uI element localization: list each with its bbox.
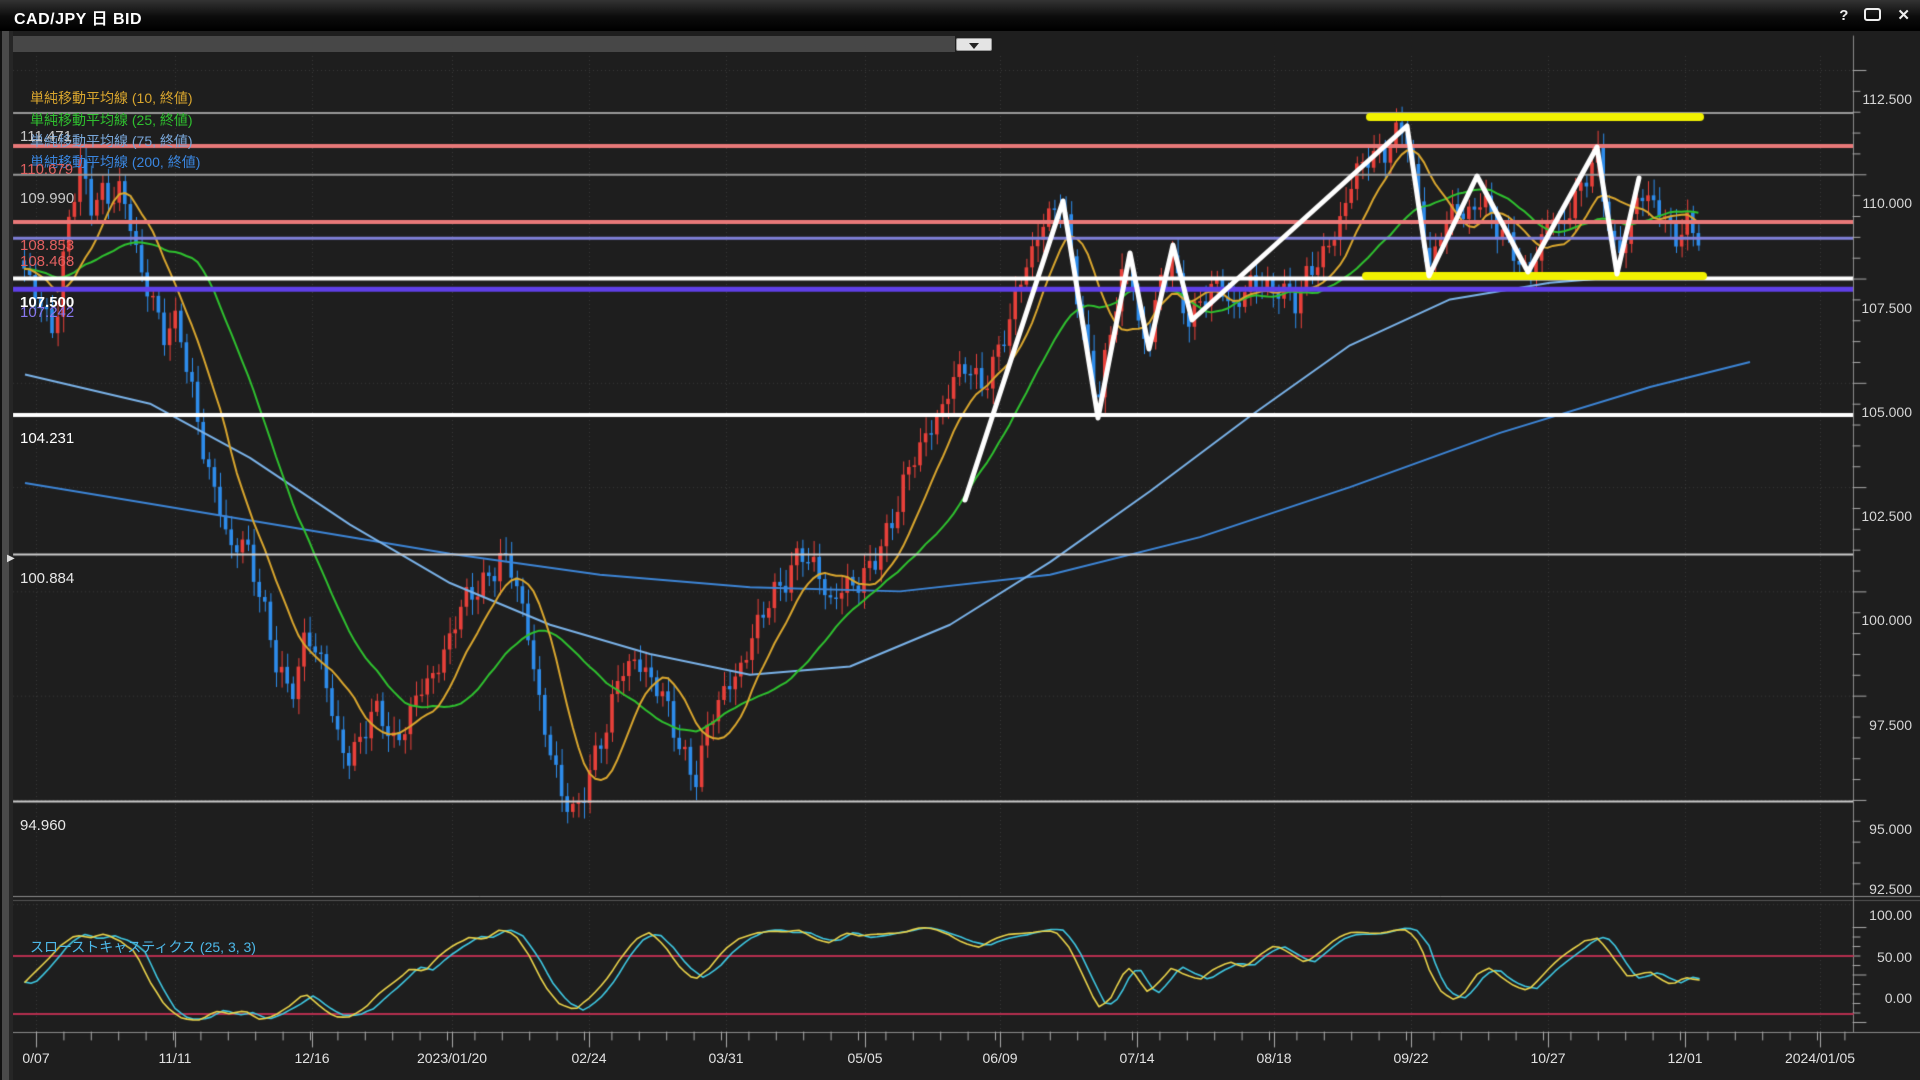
help-button[interactable]: ? bbox=[1839, 6, 1849, 24]
window-title: CAD/JPY 日 BID bbox=[14, 11, 143, 28]
window-controls: ? ✕ bbox=[1839, 4, 1910, 27]
maximize-button[interactable] bbox=[1864, 4, 1882, 27]
collapsed-toolbar-strip bbox=[13, 36, 955, 52]
left-rail bbox=[0, 30, 13, 1080]
maximize-icon bbox=[1864, 8, 1882, 21]
chart-canvas[interactable] bbox=[0, 30, 1920, 1080]
collapse-toolbar-button[interactable] bbox=[956, 38, 992, 51]
close-button[interactable]: ✕ bbox=[1897, 6, 1910, 24]
chevron-down-icon bbox=[969, 43, 979, 49]
panel-expand-arrow-icon[interactable]: ▶ bbox=[7, 553, 15, 564]
title-bar[interactable]: CAD/JPY 日 BID ? ✕ bbox=[0, 0, 1920, 31]
